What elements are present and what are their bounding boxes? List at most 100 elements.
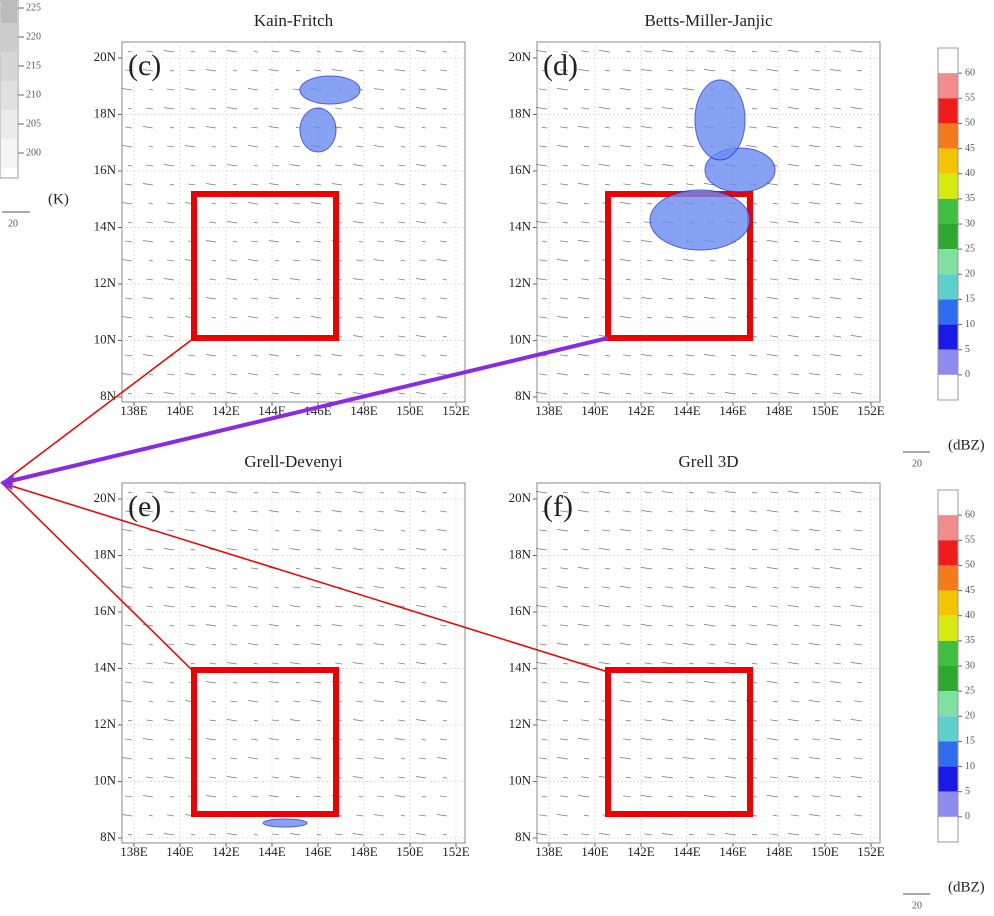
unit-label: (dBZ) — [948, 437, 985, 453]
wind-vector — [538, 814, 548, 817]
wind-vector — [169, 298, 175, 300]
wind-vector — [661, 605, 674, 608]
wind-vector — [646, 529, 653, 532]
wind-vector — [127, 336, 133, 338]
wind-vector — [376, 240, 385, 243]
wind-vector — [856, 69, 863, 72]
wind-vector — [379, 549, 385, 551]
wind-vector — [358, 184, 364, 186]
wind-vector — [535, 719, 548, 722]
wind-vector — [685, 795, 695, 798]
wind-vector — [421, 739, 427, 741]
wind-vector — [556, 757, 569, 760]
wind-vector — [751, 833, 758, 836]
wind-vector — [787, 335, 800, 338]
y-tick-label: 16N — [509, 603, 532, 618]
wind-vector — [313, 567, 322, 570]
wind-vector — [766, 240, 779, 243]
wind-vector — [379, 51, 385, 53]
wind-vector — [394, 183, 406, 186]
wind-vector — [289, 221, 301, 224]
wind-vector — [856, 738, 863, 741]
wind-vector — [394, 126, 406, 129]
wind-vector — [667, 510, 674, 513]
wind-vector — [769, 491, 779, 494]
wind-vector — [337, 374, 343, 376]
wind-vector — [556, 88, 569, 91]
wind-vector — [169, 241, 175, 243]
wind-vector — [331, 510, 343, 513]
wind-vector — [415, 50, 427, 53]
wind-vector — [316, 51, 322, 53]
wind-vector — [208, 221, 217, 224]
wind-vector — [685, 354, 695, 357]
wind-vector — [619, 202, 632, 205]
wind-vector — [625, 107, 632, 110]
wind-vector — [538, 529, 548, 532]
wind-vector — [766, 510, 779, 513]
x-tick-label: 150E — [811, 403, 839, 418]
wind-vector — [622, 240, 632, 243]
wind-vector — [562, 605, 569, 608]
unit-label: (K) — [48, 191, 69, 207]
wind-vector — [703, 297, 716, 300]
wind-vector — [790, 316, 800, 319]
wind-vector — [394, 240, 406, 243]
wind-vector — [355, 700, 364, 703]
wind-vector — [229, 643, 238, 646]
wind-vector — [730, 354, 737, 357]
x-tick-label: 140E — [581, 403, 609, 418]
wind-vector — [289, 491, 301, 494]
wind-vector — [208, 491, 217, 494]
wind-vector — [418, 643, 427, 646]
wind-vector — [211, 260, 217, 262]
wind-vector — [832, 833, 842, 836]
wind-vector — [835, 145, 842, 148]
wind-vector — [190, 492, 196, 494]
wind-vector — [331, 183, 343, 186]
wind-vector — [772, 586, 779, 589]
wind-vector — [535, 164, 548, 167]
wind-vector — [205, 510, 217, 513]
wind-vector — [295, 70, 301, 72]
wind-vector — [772, 202, 779, 205]
wind-vector — [166, 757, 175, 760]
x-tick-label: 140E — [166, 403, 194, 418]
wind-vector — [769, 548, 779, 551]
wind-vector — [640, 510, 653, 513]
wind-vector — [685, 126, 695, 129]
colorbar-tick-label: 20 — [965, 269, 975, 280]
wind-vector — [730, 297, 737, 300]
wind-vector — [766, 567, 779, 570]
wind-vector — [352, 776, 364, 779]
wind-vector — [208, 392, 217, 395]
colorbar-tick-label: 5 — [965, 344, 970, 355]
wind-vector — [559, 69, 569, 72]
wind-vector — [703, 681, 716, 684]
wind-vector — [166, 88, 175, 91]
wind-vector — [853, 586, 863, 589]
wind-vector — [184, 145, 196, 148]
wind-vector — [376, 738, 385, 741]
wind-vector — [703, 354, 716, 357]
y-tick-label: 10N — [509, 331, 532, 346]
wind-vector — [787, 605, 800, 608]
wind-vector — [436, 373, 448, 376]
wind-vector — [604, 126, 611, 129]
wind-vector — [622, 681, 632, 684]
wind-vector — [415, 221, 427, 224]
wind-vector — [535, 392, 548, 395]
x-tick-label: 146E — [719, 403, 747, 418]
wind-vector — [268, 795, 280, 798]
wind-vector — [334, 548, 343, 551]
wind-vector — [562, 107, 569, 110]
wind-vector — [835, 814, 842, 817]
wind-vector — [250, 681, 259, 684]
wind-vector — [598, 491, 611, 494]
wind-vector — [787, 107, 800, 110]
y-tick-label: 18N — [94, 546, 117, 561]
wind-vector — [850, 491, 863, 494]
wind-vector — [292, 373, 301, 376]
wind-vector — [604, 183, 611, 186]
wind-vector — [379, 108, 385, 110]
